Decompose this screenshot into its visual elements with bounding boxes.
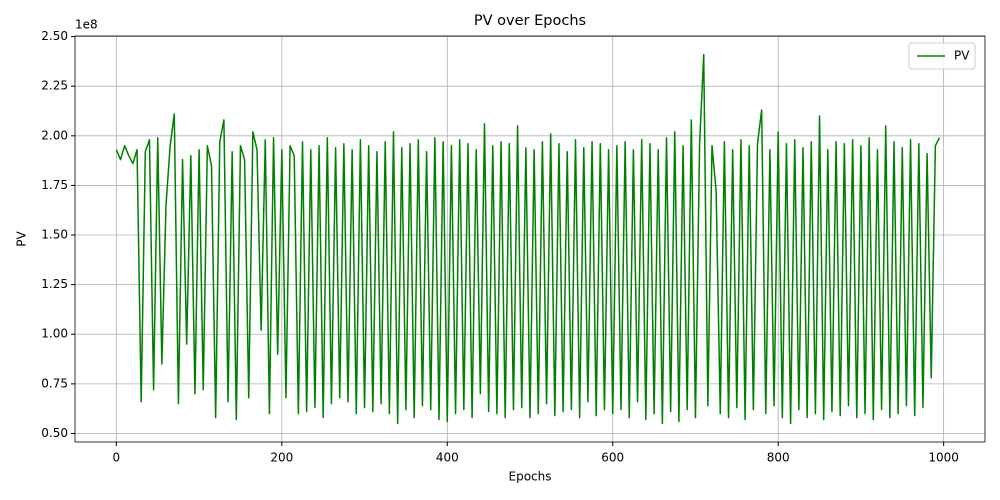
y-tick-label: 1.00 [41,327,68,341]
x-tick-label: 200 [270,451,293,465]
y-tick-label: 2.50 [41,29,68,43]
y-tick-label: 2.00 [41,128,68,142]
y-tick-label: 1.25 [41,277,68,291]
x-tick-label: 600 [601,451,624,465]
chart-title: PV over Epochs [474,13,586,29]
x-axis-label: Epochs [509,470,552,484]
x-tick-label: 800 [767,451,790,465]
y-tick-label: 0.50 [41,426,68,440]
line [115,53,941,425]
y-axis-label: PV [15,230,29,246]
y-tick-label: 1.75 [41,178,68,192]
y-offset-label: 1e8 [75,18,98,32]
y-tick-label: 1.50 [41,228,68,242]
x-tick-label: 400 [436,451,459,465]
legend-label: PV [954,49,970,63]
x-tick-label: 0 [113,451,121,465]
y-tick-label: 0.75 [41,376,68,390]
y-tick-label: 2.25 [41,79,68,93]
x-tick-label: 1000 [928,451,959,465]
plot-frame [74,35,986,443]
